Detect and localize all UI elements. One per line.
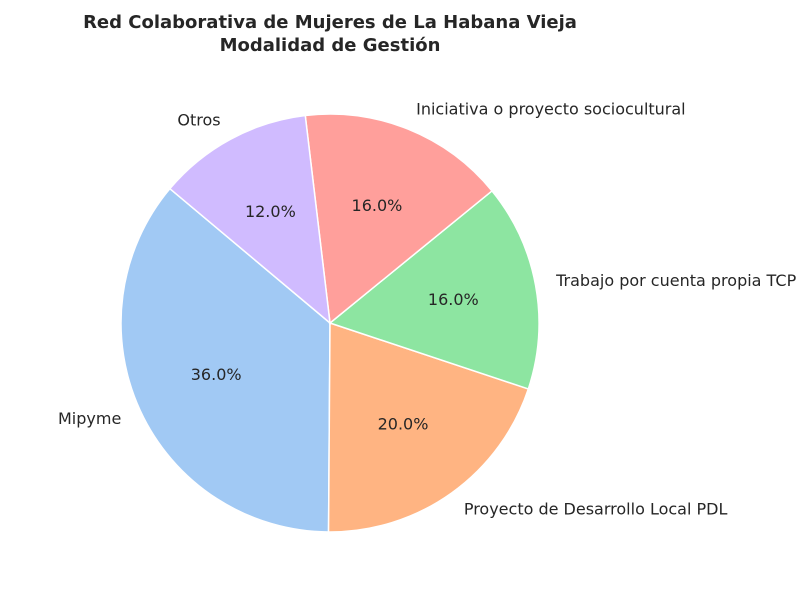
- chart-title: Red Colaborativa de Mujeres de La Habana…: [83, 12, 577, 33]
- value-label: 16.0%: [352, 196, 403, 215]
- slice-label: Otros: [177, 110, 220, 129]
- value-label: 16.0%: [428, 290, 479, 309]
- value-label: 20.0%: [378, 414, 429, 433]
- slice-label: Iniciativa o proyecto sociocultural: [416, 99, 686, 118]
- chart-subtitle: Modalidad de Gestión: [220, 35, 441, 56]
- slice-label: Trabajo por cuenta propia TCP: [555, 271, 796, 290]
- value-label: 12.0%: [245, 202, 296, 221]
- pie-slice: [327, 321, 530, 533]
- pie-slice: [120, 187, 331, 533]
- pie-slice: [304, 113, 494, 325]
- slice-label: Proyecto de Desarrollo Local PDL: [464, 499, 728, 518]
- pie-slice: [328, 189, 540, 390]
- pie-slice: [168, 114, 331, 325]
- slice-label: Mipyme: [58, 409, 121, 428]
- value-label: 36.0%: [191, 365, 242, 384]
